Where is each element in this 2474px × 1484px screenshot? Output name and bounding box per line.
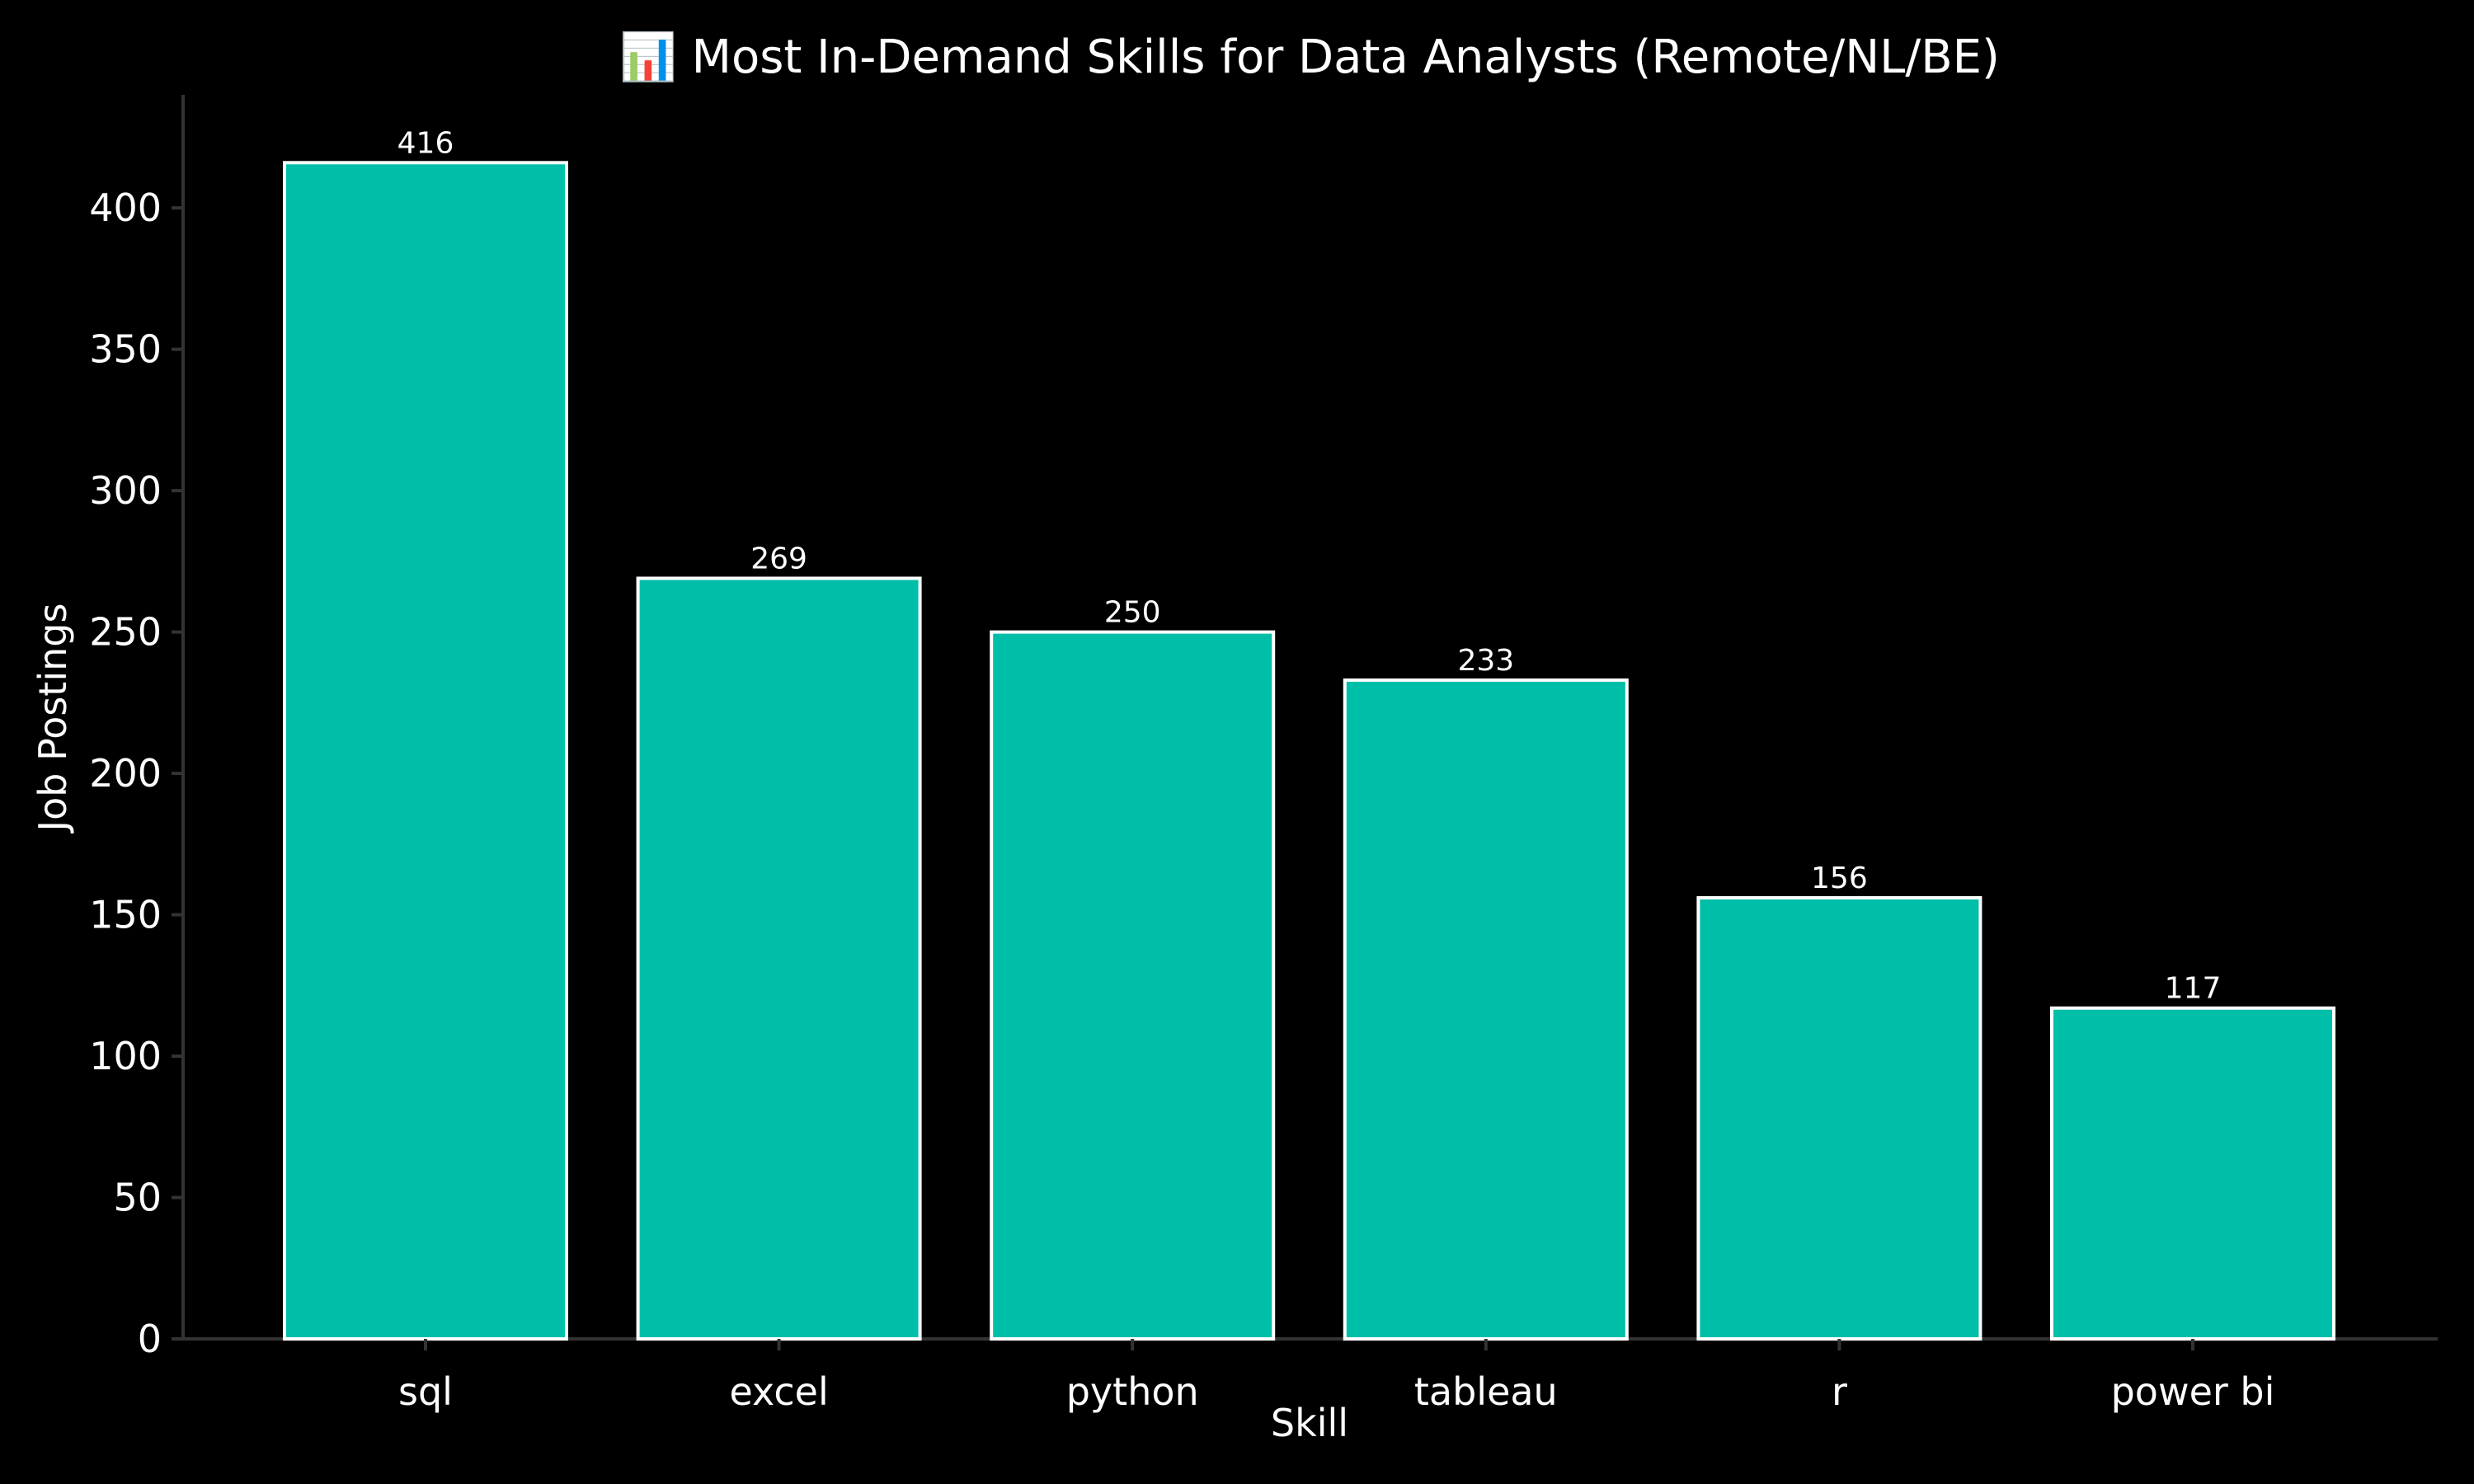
y-tick-label: 300 (89, 468, 162, 513)
x-tick-label: tableau (1414, 1369, 1558, 1414)
bar (1343, 678, 1629, 1341)
y-tick-label: 50 (113, 1176, 162, 1220)
plot-area: 0 50 100 150 200 250 300 350 400 sql 416 excel 269 py… (89, 95, 2438, 1414)
y-tick-label: 350 (89, 327, 162, 372)
x-tick-label: r (1832, 1369, 1847, 1414)
y-tick-label: 150 (89, 893, 162, 937)
x-axis-label: Skill (1271, 1401, 1348, 1445)
data-label: 233 (1457, 644, 1514, 678)
y-axis-label: Job Postings (31, 603, 75, 834)
y-tick-label: 400 (89, 186, 162, 230)
x-tick-label: python (1066, 1369, 1199, 1414)
data-label: 269 (750, 542, 807, 575)
data-label: 156 (1811, 862, 1868, 895)
x-tick-label: power bi (2111, 1369, 2275, 1414)
y-tick-label: 250 (89, 610, 162, 655)
bar (990, 630, 1276, 1341)
y-tick-label: 200 (89, 751, 162, 796)
x-tick-label: sql (398, 1369, 453, 1414)
data-label: 117 (2165, 972, 2222, 1006)
data-label: 250 (1104, 596, 1161, 630)
bar (283, 161, 568, 1341)
bar (1696, 895, 1982, 1341)
x-tick-label: excel (729, 1369, 828, 1414)
y-tick-label: 0 (138, 1317, 162, 1361)
y-tick-label: 100 (89, 1034, 162, 1078)
chart-title: 📊 Most In-Demand Skills for Data Analyst… (619, 31, 2000, 84)
bar (636, 576, 922, 1341)
bar (2050, 1006, 2335, 1341)
data-label: 416 (397, 126, 454, 160)
